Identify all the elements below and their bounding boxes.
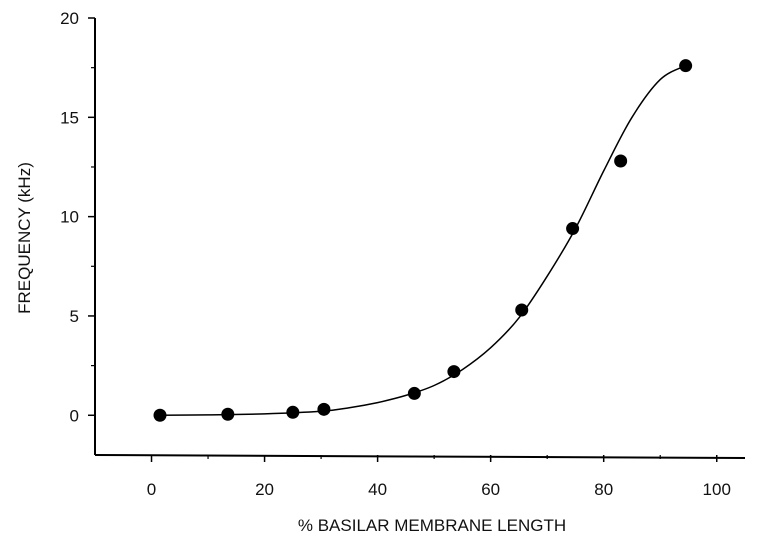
data-point xyxy=(407,386,421,400)
x-tick-label: 20 xyxy=(255,480,274,499)
x-tick-label: 0 xyxy=(147,480,156,499)
y-tick-label: 10 xyxy=(60,208,79,227)
x-tick-label: 60 xyxy=(481,480,500,499)
x-tick-label: 40 xyxy=(368,480,387,499)
data-point xyxy=(614,154,628,168)
y-tick-label: 15 xyxy=(60,108,79,127)
y-tick-label: 5 xyxy=(70,307,79,326)
data-points xyxy=(153,59,693,422)
data-point xyxy=(221,407,235,421)
x-axis-line xyxy=(94,454,746,459)
fit-curve xyxy=(159,65,687,417)
axes xyxy=(94,18,746,459)
x-tick-label: 80 xyxy=(594,480,613,499)
data-point xyxy=(447,365,461,379)
x-ticks: 0 20 40 60 80 100 xyxy=(147,455,731,499)
data-point xyxy=(153,408,167,422)
data-point xyxy=(286,405,300,419)
x-axis-title: % BASILAR MEMBRANE LENGTH xyxy=(298,516,566,535)
data-point xyxy=(515,303,529,317)
y-tick-label: 20 xyxy=(60,9,79,28)
y-tick-label: 0 xyxy=(70,406,79,425)
data-point xyxy=(679,59,693,73)
y-ticks: 0 5 10 15 20 xyxy=(60,9,95,425)
data-point xyxy=(566,222,580,236)
x-tick-label: 100 xyxy=(703,480,731,499)
data-point xyxy=(317,402,331,416)
y-axis-title: FREQUENCY (kHz) xyxy=(15,162,34,314)
